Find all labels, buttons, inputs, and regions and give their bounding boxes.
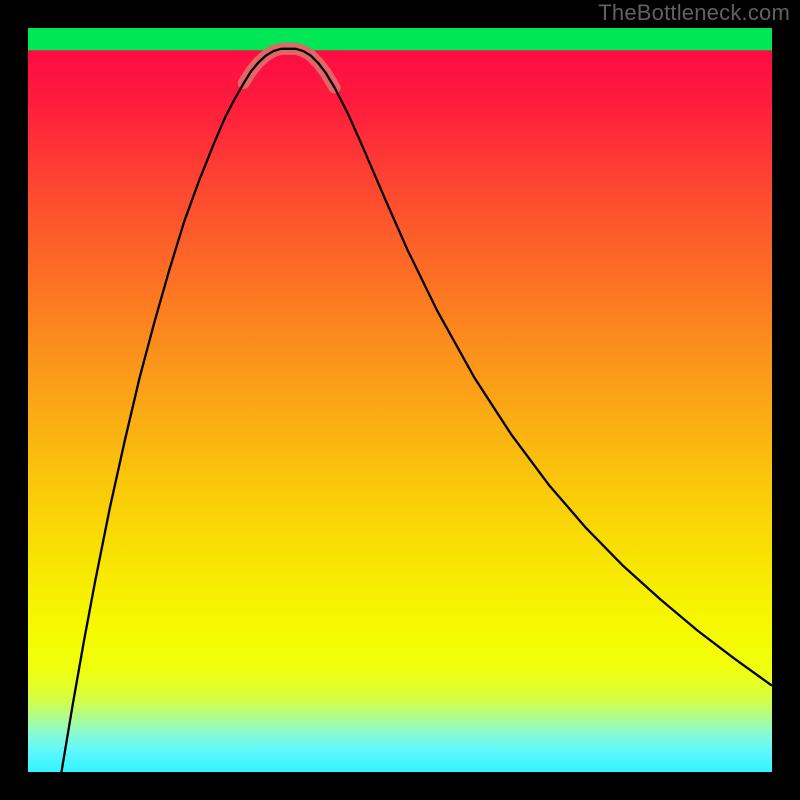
- chart-container: TheBottleneck.com: [0, 0, 800, 800]
- green-baseline-strip: [28, 28, 772, 50]
- plot-area: [28, 28, 772, 772]
- watermark-label: TheBottleneck.com: [598, 0, 790, 26]
- curve-svg: [28, 28, 772, 772]
- bottleneck-curve-main: [61, 49, 772, 772]
